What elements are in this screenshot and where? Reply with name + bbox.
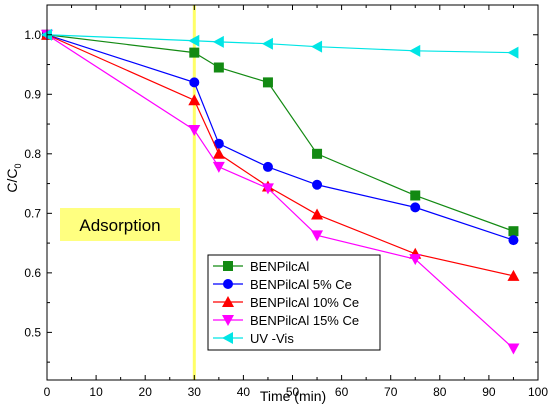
data-point	[188, 94, 201, 106]
data-point	[409, 254, 422, 266]
data-point	[312, 179, 323, 190]
data-point	[507, 46, 519, 59]
x-tick-label: 50	[286, 385, 300, 399]
legend-label: BENPilcAl 15% Ce	[250, 313, 359, 328]
legend-label: UV -Vis	[250, 331, 294, 346]
data-point	[189, 47, 200, 58]
legend-marker	[223, 279, 233, 289]
x-tick-label: 70	[384, 385, 398, 399]
x-tick-label: 30	[188, 385, 202, 399]
legend-label: BENPilcAl 10% Ce	[250, 295, 359, 310]
data-point	[508, 226, 519, 237]
legend-label: BENPilcAl 5% Ce	[250, 277, 352, 292]
data-point	[261, 183, 274, 195]
y-axis-label-main: C/C	[4, 168, 20, 192]
legend-entry: UV -Vis	[213, 331, 294, 346]
data-point	[188, 34, 200, 47]
x-axis-label: Time (min)	[260, 388, 326, 404]
data-point	[212, 35, 224, 48]
legend-marker	[222, 332, 233, 344]
axes: 0 10 20 30 40 50 60 70 80 90 100 0.5 0.6 0.7 0.8 0.9 1.0	[24, 4, 548, 399]
data-point	[188, 125, 201, 136]
y-tick-label: 0.8	[24, 147, 41, 161]
legend-entry: BENPilcAl	[213, 259, 309, 274]
data-point	[262, 77, 273, 88]
y-tick-label: 0.7	[24, 206, 41, 220]
legend-entry: BENPilcAl 5% Ce	[213, 277, 352, 292]
data-point	[212, 161, 225, 173]
legend-entry: BENPilcAl 10% Ce	[213, 295, 359, 310]
x-tick-label: 20	[139, 385, 153, 399]
x-tick-label: 60	[335, 385, 349, 399]
legend-label: BENPilcAl	[250, 259, 309, 274]
data-point	[507, 343, 520, 355]
data-point	[312, 148, 323, 159]
data-point	[508, 235, 519, 246]
annotation-background	[60, 208, 180, 241]
series-4	[41, 29, 520, 355]
data-point	[410, 202, 421, 213]
x-tick-label: 10	[89, 385, 103, 399]
x-tick-label: 0	[44, 385, 51, 399]
legend-marker	[222, 315, 234, 326]
x-tick-label: 90	[482, 385, 496, 399]
y-tick-label: 0.5	[24, 325, 41, 339]
data-point	[189, 77, 200, 88]
data-point	[212, 147, 225, 159]
data-point	[311, 40, 323, 53]
x-tick-label: 40	[237, 385, 251, 399]
series-5	[41, 28, 519, 59]
data-point	[311, 208, 324, 220]
data-point	[213, 62, 224, 73]
data-point	[262, 161, 273, 172]
legend: BENPilcAl BENPilcAl 5% Ce BENPilcAl 10% Ce…	[207, 254, 381, 351]
x-tick-label: 100	[528, 385, 548, 399]
y-tick-label: 0.9	[24, 87, 41, 101]
y-axis-label: C/C0	[4, 163, 23, 192]
data-point	[507, 269, 520, 281]
data-point	[261, 37, 273, 50]
svg-text:C/C0: C/C0	[4, 163, 23, 192]
y-tick-label: 0.6	[24, 266, 41, 280]
legend-marker	[223, 261, 233, 271]
annotation-label: Adsorption	[79, 216, 160, 235]
data-point	[410, 190, 421, 201]
y-tick-label: 1.0	[24, 28, 41, 42]
data-point	[409, 44, 421, 57]
data-point	[311, 230, 324, 242]
legend-entry: BENPilcAl 15% Ce	[213, 313, 359, 328]
x-tick-label: 80	[433, 385, 447, 399]
y-axis-label-sub: 0	[13, 163, 23, 168]
legend-marker	[222, 296, 234, 307]
series-2	[42, 29, 519, 246]
annotation-box: Adsorption	[60, 208, 180, 241]
data-point	[213, 138, 224, 149]
